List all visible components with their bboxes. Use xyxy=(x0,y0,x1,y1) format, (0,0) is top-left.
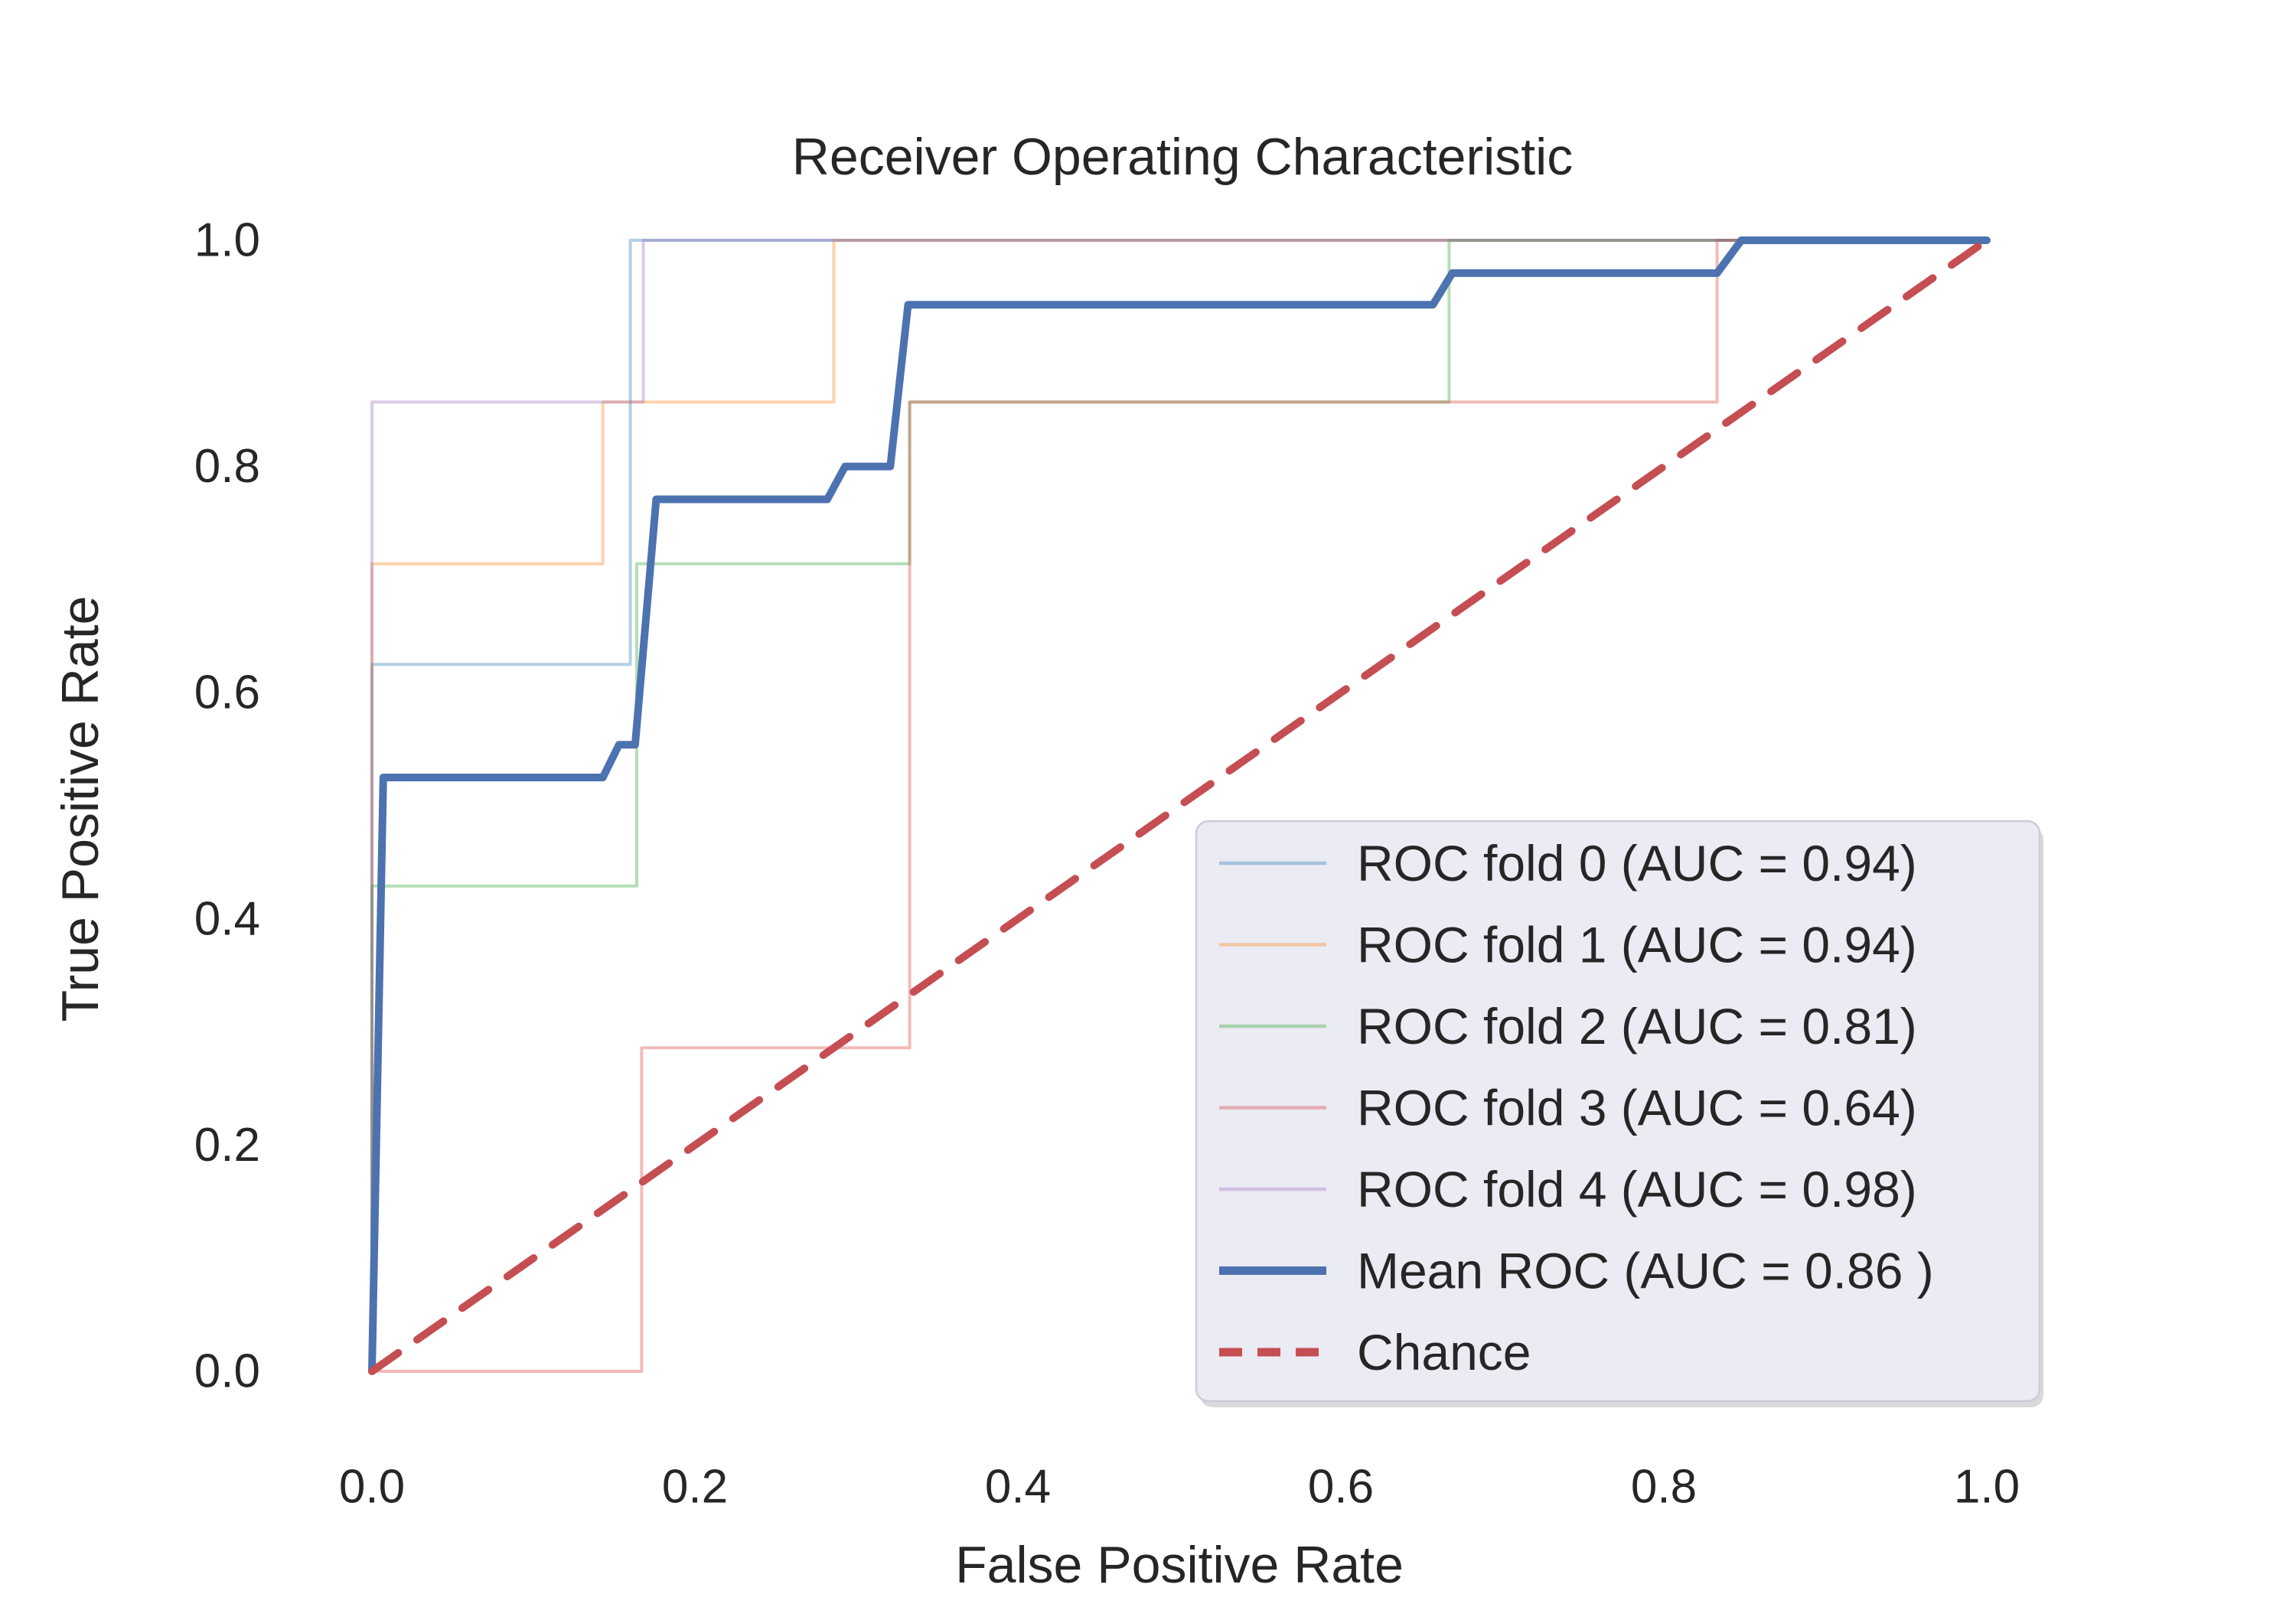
y-axis-ticks: 0.0 0.2 0.4 0.6 0.8 1.0 xyxy=(194,214,260,1398)
plot-series xyxy=(368,236,1991,1375)
legend-entry: ROC fold 4 (AUC = 0.98) xyxy=(1219,1161,1917,1217)
series-line-4 xyxy=(370,239,1988,1373)
y-tick-label: 1.0 xyxy=(194,214,260,267)
x-tick-label: 0.8 xyxy=(1631,1461,1697,1514)
y-tick-label: 0.2 xyxy=(194,1119,260,1172)
legend-entry-label: Chance xyxy=(1357,1324,1531,1380)
chart-title: Receiver Operating Characteristic xyxy=(792,128,1573,186)
legend-entry-label: ROC fold 4 (AUC = 0.98) xyxy=(1357,1161,1917,1217)
series-line-0 xyxy=(370,239,1988,1373)
x-tick-label: 0.2 xyxy=(662,1461,728,1514)
legend-entry-label: ROC fold 3 (AUC = 0.64) xyxy=(1357,1080,1917,1136)
y-tick-label: 0.0 xyxy=(194,1345,260,1398)
x-axis-ticks: 0.0 0.2 0.4 0.6 0.8 1.0 xyxy=(339,1461,2020,1514)
x-tick-label: 0.4 xyxy=(985,1461,1051,1514)
y-axis-label: True Positive Rate xyxy=(51,596,109,1022)
y-tick-label: 0.8 xyxy=(194,440,260,493)
x-tick-label: 1.0 xyxy=(1954,1461,2020,1514)
legend-entry: Mean ROC (AUC = 0.86 ) xyxy=(1219,1243,1934,1299)
legend-entry-label: Mean ROC (AUC = 0.86 ) xyxy=(1357,1243,1934,1299)
series-line-1 xyxy=(370,239,1988,1373)
y-tick-label: 0.4 xyxy=(194,892,260,945)
legend-entry: ROC fold 2 (AUC = 0.81) xyxy=(1219,998,1917,1054)
x-axis-label: False Positive Rate xyxy=(955,1536,1404,1594)
legend-entry-label: ROC fold 1 (AUC = 0.94) xyxy=(1357,917,1917,973)
legend-entry-label: ROC fold 0 (AUC = 0.94) xyxy=(1357,835,1917,892)
series-line-5 xyxy=(368,236,1991,1375)
legend: ROC fold 0 (AUC = 0.94) ROC fold 1 (AUC =… xyxy=(1195,820,2043,1407)
legend-entry-label: ROC fold 2 (AUC = 0.81) xyxy=(1357,998,1917,1054)
legend-entry: Chance xyxy=(1219,1324,1531,1380)
x-tick-label: 0.6 xyxy=(1308,1461,1374,1514)
series-line-6 xyxy=(368,236,1991,1375)
legend-entry: ROC fold 3 (AUC = 0.64) xyxy=(1219,1080,1917,1136)
legend-box xyxy=(1195,820,2041,1403)
x-tick-label: 0.0 xyxy=(339,1461,405,1514)
legend-entry: ROC fold 1 (AUC = 0.94) xyxy=(1219,917,1917,973)
legend-entry: ROC fold 0 (AUC = 0.94) xyxy=(1219,835,1917,892)
y-tick-label: 0.6 xyxy=(194,667,260,719)
series-line-2 xyxy=(370,239,1988,1373)
